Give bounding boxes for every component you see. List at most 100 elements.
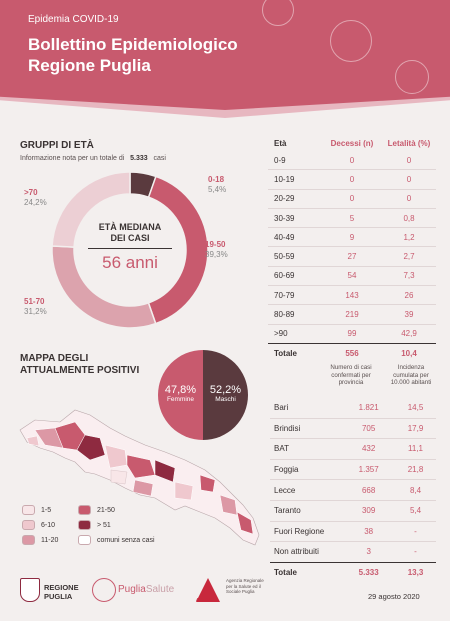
map-title-line1: MAPPA DEGLI (20, 353, 89, 364)
map-area-salento (236, 511, 254, 535)
legend-label: 6-10 (41, 521, 56, 529)
donut-hole (75, 195, 185, 305)
lethality-cell: 0,8 (403, 213, 415, 223)
aress-logo-name: AReSS (196, 598, 212, 603)
puglia-map (19, 409, 260, 546)
province-table-row: Taranto 309 5,4 (270, 499, 436, 521)
legend-item-over51: > 51 (78, 520, 111, 530)
age-label-19-50: 19-50 39,3% (205, 240, 228, 260)
legend-item-no-cases: comuni senza casi (78, 535, 155, 545)
male-pct: 52,2% (209, 384, 242, 396)
map-area-lecce (219, 494, 238, 516)
page-title-line1: Bollettino Epidemiologico (28, 35, 238, 54)
age-table-body: 0-9 0 0 10-19 0 0 20-29 0 0 30-39 5 0,8 40-49 9 1,2 50-… (268, 151, 436, 343)
puglia-salute-text-a: Puglia (118, 584, 146, 595)
legend-label: 1-5 (41, 506, 52, 514)
deaths-cell: 99 (347, 329, 357, 339)
deaths-cell: 219 (345, 310, 359, 320)
province-table-row: Brindisi 705 17,9 (270, 417, 436, 439)
header-band (0, 0, 450, 110)
report-date: 29 agosto 2020 (368, 592, 420, 601)
map-area-cerignola (76, 434, 106, 461)
legend-label: comuni senza casi (97, 536, 155, 544)
province-table-body: Bari 1.821 14,5 Brindisi 705 17,9 BAT 432 11,1 Fo… (270, 398, 436, 562)
median-box: ETÀ MEDIANA DEI CASI 56 anni (78, 222, 182, 273)
age-table-header: Età Decessi (n) Letalità (%) (268, 135, 436, 151)
male-label: 52,2% Maschi (203, 384, 248, 403)
province-name-cell: Bari (274, 403, 289, 413)
virus-icon (395, 60, 429, 94)
deaths-cell: 0 (349, 174, 355, 184)
deaths-cell: 0 (349, 194, 355, 204)
province-cases-cell: 38 (364, 526, 374, 536)
map-area-murge (110, 469, 128, 485)
map-section-title: MAPPA DEGLI ATTUALMENTE POSITIVI (20, 353, 139, 377)
age-cell: 50-59 (274, 252, 295, 262)
province-incidence-cell: 17,9 (407, 423, 424, 433)
age-table-head-deaths: Decessi (n) (330, 138, 374, 148)
age-table-row: 80-89 219 39 (268, 304, 436, 323)
age-cell: 70-79 (274, 290, 295, 300)
age-info-suffix: casi (153, 155, 166, 162)
age-label-pct: 5,4% (208, 185, 227, 194)
lethality-cell: 39 (404, 310, 414, 320)
age-cell: 60-69 (274, 271, 295, 281)
province-incidence-cell: 8,4 (409, 485, 422, 495)
map-area-taranto (174, 481, 194, 501)
header: Epidemia COVID-19 Bollettino Epidemiolog… (0, 0, 450, 118)
age-label-0-18: 0-18 5,4% (208, 175, 226, 195)
province-table-row: Lecce 668 8,4 (270, 479, 436, 500)
map-area-brindisi (199, 474, 216, 493)
province-total-cases: 5.333 (358, 568, 379, 578)
province-name-cell: Non attribuiti (274, 547, 319, 557)
province-table: Bari 1.821 14,5 Brindisi 705 17,9 BAT 432 11,1 Fo… (270, 398, 436, 582)
age-table-row: 70-79 143 26 (268, 285, 436, 304)
age-cell: >90 (274, 329, 288, 339)
deaths-cell: 5 (349, 213, 355, 223)
province-incidence-cell: - (414, 526, 417, 536)
page-title-line2: Regione Puglia (28, 56, 151, 75)
province-incidence-cell: 11,1 (408, 444, 423, 454)
gender-chart (158, 350, 248, 440)
donut-slice-over70 (51, 171, 131, 248)
province-head-cases: Numero di casi confermati per provincia (330, 364, 372, 386)
gender-male-slice (203, 350, 248, 440)
province-cases-cell: 1.357 (358, 465, 379, 475)
province-name-cell: Taranto (274, 506, 301, 516)
legend-swatch (78, 535, 91, 545)
age-total-deaths: 556 (345, 348, 359, 358)
age-table-head-lethality: Letalità (%) (387, 138, 431, 148)
province-incidence-cell: 21,8 (407, 465, 424, 475)
age-cell: 80-89 (274, 310, 295, 320)
deaths-cell: 143 (345, 290, 359, 300)
province-name-cell: Lecce (274, 485, 296, 495)
age-section-title: GRUPPI DI ETÀ (20, 140, 94, 151)
province-name-cell: Brindisi (274, 423, 301, 433)
lethality-cell: 0 (406, 155, 412, 165)
province-table-row: Foggia 1.357 21,8 (270, 458, 436, 480)
age-label-pct: 31,2% (24, 307, 47, 316)
age-table-row: 60-69 54 7,3 (268, 265, 436, 285)
age-table-row: 20-29 0 0 (268, 188, 436, 208)
aress-logo-text: Agenzia Regionale per la Salute ed il So… (226, 578, 264, 594)
age-table-row: >90 99 42,9 (268, 323, 436, 343)
age-info: Informazione nota per un totale di 5.333… (20, 155, 166, 162)
legend-swatch (22, 535, 35, 545)
age-cell: 10-19 (274, 174, 295, 184)
lethality-cell: 26 (404, 290, 414, 300)
legend-swatch (22, 520, 35, 530)
legend-item-6-10: 6-10 (22, 520, 55, 530)
virus-icon (262, 0, 294, 26)
male-text: Maschi (215, 396, 236, 403)
female-text: Femmine (166, 396, 195, 403)
map-area-monopoli (154, 459, 176, 483)
age-cell: 40-49 (274, 232, 295, 242)
age-table-head-age: Età (274, 138, 287, 148)
legend-swatch (78, 505, 91, 515)
province-cases-cell: 309 (361, 506, 376, 516)
map-area-sanseverone (34, 427, 64, 449)
age-label-text: 51-70 (24, 297, 45, 306)
age-cell: 0-9 (274, 155, 286, 165)
age-cell: 20-29 (274, 194, 295, 204)
age-table-row: 10-19 0 0 (268, 169, 436, 188)
